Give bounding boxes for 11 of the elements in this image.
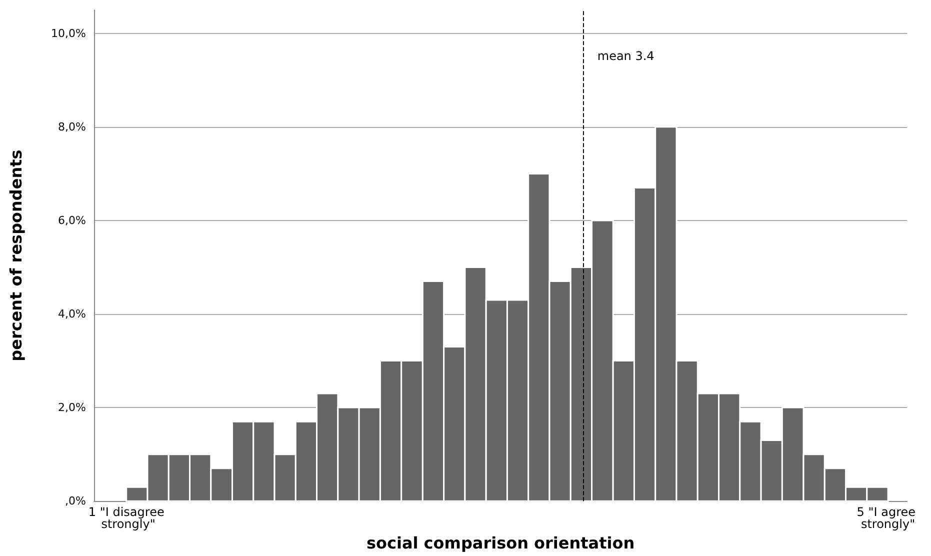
x-axis-title: social comparison orientation	[366, 534, 635, 552]
ref-line-label: mean 3.4	[597, 49, 654, 63]
y-tick-label: 2,0%	[58, 401, 86, 414]
y-axis-title: percent of respondents	[6, 150, 26, 362]
y-tick-label: 8,0%	[58, 120, 86, 134]
y-tick-label: ,0%	[65, 494, 86, 508]
y-tick-label: 10,0%	[51, 26, 86, 40]
y-tick-label: 6,0%	[58, 214, 86, 227]
x-tick-label: 1 "I disagree strongly"	[88, 505, 164, 532]
y-tick-label: 4,0%	[58, 308, 86, 321]
x-tick-label: 5 "I agree strongly"	[856, 505, 920, 532]
